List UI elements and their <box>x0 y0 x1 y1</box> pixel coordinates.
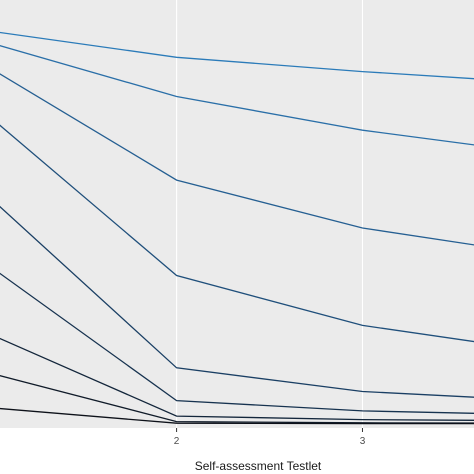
x-tick-label: 3 <box>360 436 366 447</box>
series-line-7 <box>0 337 474 421</box>
series-line-1 <box>0 31 474 80</box>
series-line-9 <box>0 407 474 425</box>
x-tick-label: 2 <box>174 436 180 447</box>
series-line-4 <box>0 124 474 343</box>
series-lines <box>0 31 474 425</box>
plot-panel <box>0 0 474 428</box>
series-line-6 <box>0 272 474 414</box>
x-axis-title: Self-assessment Testlet <box>195 459 322 473</box>
series-line-5 <box>0 205 474 398</box>
series-line-2 <box>0 45 474 146</box>
series-line-3 <box>0 73 474 246</box>
